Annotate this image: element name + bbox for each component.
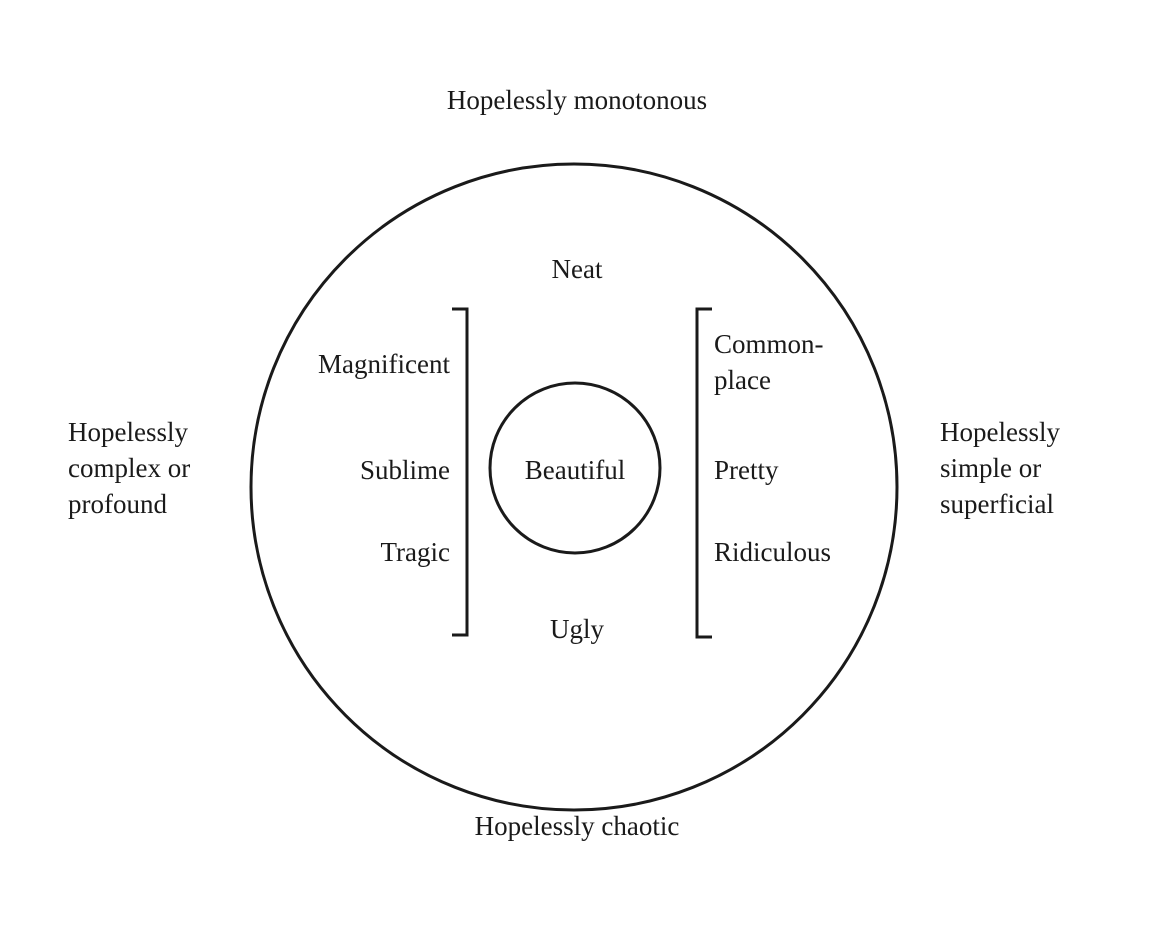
label-beautiful: Beautiful	[524, 455, 626, 485]
label-hopelessly-monotonous: Hopelessly monotonous	[446, 85, 708, 115]
label-hopelessly-simple-or-superficial: Hopelessly simple or superficial	[940, 414, 1110, 522]
label-right-line-3: superficial	[940, 489, 1054, 519]
label-hopelessly-complex-or-profound: Hopelessly complex or profound	[68, 414, 238, 522]
label-tragic: Tragic	[380, 537, 450, 567]
right-bracket	[695, 307, 712, 639]
label-magnificent: Magnificent	[318, 349, 450, 379]
label-sublime: Sublime	[359, 455, 450, 485]
label-neat: Neat	[551, 254, 603, 284]
label-hopelessly-chaotic: Hopelessly chaotic	[474, 811, 680, 841]
label-pretty: Pretty	[714, 455, 779, 485]
label-commonplace-line-1: Common-	[714, 329, 824, 359]
label-left-line-3: profound	[68, 489, 167, 519]
label-ridiculous: Ridiculous	[714, 537, 832, 567]
label-right-line-1: Hopelessly	[940, 417, 1060, 447]
label-commonplace-line-2: place	[714, 365, 771, 395]
outer-circle	[249, 162, 899, 812]
label-left-line-2: complex or	[68, 453, 191, 483]
left-bracket	[452, 307, 469, 637]
label-commonplace: Common- place	[714, 326, 874, 398]
label-ugly: Ugly	[550, 614, 604, 644]
inner-circle	[488, 381, 662, 555]
label-left-line-1: Hopelessly	[68, 417, 188, 447]
label-right-line-2: simple or	[940, 453, 1042, 483]
